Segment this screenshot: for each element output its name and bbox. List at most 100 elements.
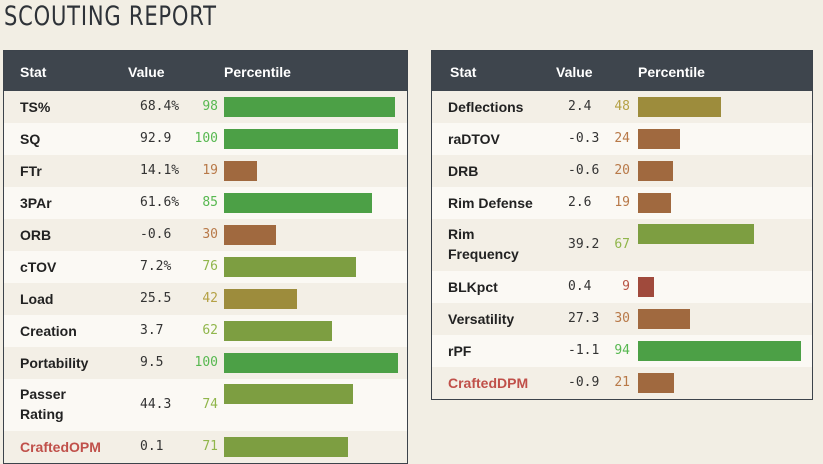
percentile-value: 85 [202, 195, 218, 210]
stat-name: Creation [20, 323, 77, 339]
stat-name: FTr [20, 163, 42, 179]
table-row: Portability 9.5 100 [4, 347, 407, 379]
header-stat: Stat [450, 64, 477, 80]
stat-name: Rim Frequency [448, 226, 519, 262]
stat-value: 92.9 [140, 131, 172, 146]
table-row: Deflections 2.4 48 [432, 91, 812, 123]
percentile-value: 94 [614, 343, 630, 358]
stat-value: 39.2 [568, 237, 600, 252]
percentile-value: 20 [614, 163, 630, 178]
stat-name: Deflections [448, 99, 524, 115]
stat-name: ORB [20, 227, 52, 243]
stat-value: -1.1 [568, 343, 600, 358]
table-row: Passer Rating 44.3 74 [4, 379, 407, 431]
header-value: Value [556, 64, 593, 80]
percentile-value: 62 [202, 323, 218, 338]
header-percentile: Percentile [638, 64, 705, 80]
percentile-value: 30 [614, 311, 630, 326]
percentile-bar [224, 161, 258, 181]
stat-value: -0.3 [568, 131, 600, 146]
stat-name: Passer Rating [20, 386, 66, 422]
percentile-value: 19 [202, 163, 218, 178]
percentile-bar [638, 373, 675, 393]
stat-value: -0.9 [568, 375, 600, 390]
table-row: CraftedDPM -0.9 21 [432, 367, 812, 399]
table-row: Rim Frequency 39.2 67 [432, 219, 812, 271]
percentile-value: 24 [614, 131, 630, 146]
percentile-bar [224, 437, 348, 457]
stat-value: 2.4 [568, 99, 592, 114]
stat-name: Versatility [448, 311, 515, 327]
table-row: Load 25.5 42 [4, 283, 407, 315]
percentile-value: 42 [202, 291, 218, 306]
table-row: Versatility 27.3 30 [432, 303, 812, 335]
stat-name: Load [20, 291, 54, 307]
percentile-bar [224, 384, 353, 404]
stat-value: -0.6 [140, 227, 172, 242]
percentile-value: 98 [202, 99, 218, 114]
table-row: rPF -1.1 94 [432, 335, 812, 367]
stat-name: Rim Defense [448, 195, 533, 211]
stat-value: 7.2% [140, 259, 172, 274]
stat-value: -0.6 [568, 163, 600, 178]
percentile-value: 30 [202, 227, 218, 242]
percentile-bar [224, 353, 398, 373]
percentile-value: 67 [614, 237, 630, 252]
offense-table: Stat Value Percentile TS% 68.4% 98 SQ 92.9 10… [3, 50, 408, 464]
stat-name: Portability [20, 355, 89, 371]
header-value: Value [128, 64, 165, 80]
header-stat: Stat [20, 64, 47, 80]
stat-name: raDTOV [448, 131, 500, 147]
stat-name: rPF [448, 343, 472, 359]
percentile-bar [638, 309, 690, 329]
percentile-value: 100 [194, 131, 218, 146]
percentile-value: 71 [202, 439, 218, 454]
percentile-bar [638, 161, 673, 181]
table-row: ORB -0.6 30 [4, 219, 407, 251]
stat-value: 3.7 [140, 323, 164, 338]
percentile-value: 76 [202, 259, 218, 274]
stat-value: 27.3 [568, 311, 600, 326]
percentile-bar [638, 193, 671, 213]
percentile-bar [224, 193, 372, 213]
stat-name: DRB [448, 163, 479, 179]
percentile-bar [638, 224, 754, 244]
table-row: TS% 68.4% 98 [4, 91, 407, 123]
table-row: DRB -0.6 20 [432, 155, 812, 187]
stat-name: SQ [20, 131, 41, 147]
percentile-bar [224, 225, 277, 245]
stat-name: cTOV [20, 259, 57, 275]
percentile-bar [224, 289, 298, 309]
stat-value: 68.4% [140, 99, 180, 114]
percentile-bar [224, 129, 398, 149]
stat-name: TS% [20, 99, 51, 115]
table-row: Creation 3.7 62 [4, 315, 407, 347]
table-header: Stat Value Percentile [4, 51, 407, 91]
stat-value: 14.1% [140, 163, 180, 178]
stat-value: 61.6% [140, 195, 180, 210]
percentile-value: 9 [622, 279, 630, 294]
percentile-bar [224, 321, 332, 341]
percentile-value: 19 [614, 195, 630, 210]
percentile-bar [638, 341, 801, 361]
percentile-value: 74 [202, 397, 218, 412]
header-percentile: Percentile [224, 64, 291, 80]
stat-name: BLKpct [448, 279, 498, 295]
page-title: SCOUTING REPORT [4, 1, 217, 32]
stat-value: 25.5 [140, 291, 172, 306]
percentile-value: 100 [194, 355, 218, 370]
stat-name: CraftedOPM [20, 439, 101, 455]
stat-value: 0.4 [568, 279, 592, 294]
table-row: 3PAr 61.6% 85 [4, 187, 407, 219]
percentile-bar [224, 97, 395, 117]
table-row: BLKpct 0.4 9 [432, 271, 812, 303]
defense-table: Stat Value Percentile Deflections 2.4 48 ra… [431, 50, 813, 400]
offense-rows: TS% 68.4% 98 SQ 92.9 100 FTr 14.1% 19 3PAr 61.6% 85… [4, 91, 407, 463]
percentile-bar [224, 257, 357, 277]
stat-value: 0.1 [140, 439, 164, 454]
percentile-bar [638, 97, 722, 117]
stat-name: 3PAr [20, 195, 52, 211]
stat-value: 2.6 [568, 195, 592, 210]
percentile-value: 48 [614, 99, 630, 114]
table-row: cTOV 7.2% 76 [4, 251, 407, 283]
